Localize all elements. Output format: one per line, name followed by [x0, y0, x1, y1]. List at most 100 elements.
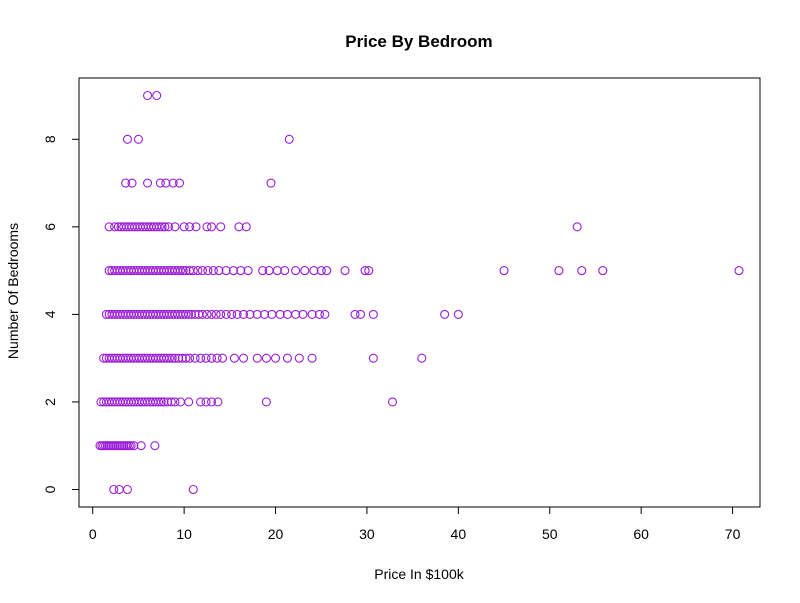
data-point	[127, 178, 137, 188]
data-point	[453, 309, 463, 319]
y-tick-label: 6	[42, 223, 58, 231]
data-point	[133, 134, 143, 144]
data-point	[179, 222, 189, 232]
data-point	[340, 266, 350, 276]
data-point	[202, 309, 212, 319]
data-point	[188, 484, 198, 495]
data-point	[196, 397, 206, 407]
data-point	[368, 353, 378, 363]
data-point	[243, 266, 253, 276]
data-point	[234, 222, 244, 232]
data-point	[181, 266, 191, 276]
data-point	[109, 484, 119, 495]
data-point	[143, 178, 153, 188]
data-point	[121, 178, 131, 188]
data-point	[211, 309, 221, 319]
data-point	[136, 441, 146, 451]
data-point	[252, 353, 262, 363]
data-point	[164, 222, 174, 232]
data-point	[260, 309, 270, 319]
data-point	[202, 222, 212, 232]
data-point	[364, 266, 374, 276]
y-tick-label: 4	[42, 310, 58, 318]
data-point	[298, 309, 308, 319]
data-point	[270, 353, 281, 363]
data-point	[170, 397, 180, 407]
x-axis-label: Price In $100k	[374, 566, 464, 582]
data-point	[245, 309, 255, 319]
data-point	[175, 266, 186, 276]
data-point	[238, 309, 249, 319]
data-point	[181, 353, 191, 363]
data-point	[184, 309, 194, 319]
data-point	[164, 353, 175, 363]
data-point	[554, 266, 564, 276]
data-point	[307, 353, 317, 363]
data-point	[185, 222, 195, 232]
data-point	[185, 353, 195, 363]
data-point	[201, 397, 211, 407]
data-point	[291, 266, 301, 276]
data-point	[307, 309, 317, 319]
data-point	[368, 309, 378, 319]
data-point	[174, 353, 184, 363]
data-point	[261, 397, 271, 407]
x-axis: 0 10 20 30 40 50 60 70	[89, 506, 741, 542]
data-point	[322, 266, 332, 276]
data-point	[238, 353, 249, 363]
data-point	[196, 353, 206, 363]
data-point	[316, 266, 326, 276]
data-point	[214, 266, 224, 276]
data-point	[598, 266, 608, 276]
data-point	[126, 441, 136, 451]
data-point	[236, 266, 246, 276]
data-point	[212, 353, 222, 363]
data-point	[203, 266, 213, 276]
x-tick-label: 70	[725, 526, 741, 542]
data-point	[291, 309, 301, 319]
data-point	[282, 353, 292, 363]
data-point	[150, 441, 160, 451]
data-point	[320, 309, 330, 319]
data-point	[155, 178, 165, 188]
data-point	[110, 222, 120, 232]
data-point	[577, 266, 587, 276]
data-point	[190, 309, 200, 319]
data-point	[193, 266, 203, 276]
data-point	[284, 134, 294, 144]
y-axis: 0 2 4 6 8	[42, 135, 80, 493]
y-tick-label: 2	[42, 398, 58, 406]
data-point	[159, 397, 169, 407]
y-tick-label: 8	[42, 135, 58, 143]
data-point	[163, 397, 173, 407]
data-point	[122, 134, 132, 144]
x-tick-label: 20	[268, 526, 284, 542]
data-point	[153, 397, 164, 407]
data-point	[166, 397, 176, 407]
data-point	[417, 353, 427, 363]
data-point	[206, 222, 217, 232]
data-point	[216, 309, 226, 319]
data-point	[154, 222, 164, 232]
data-point	[266, 178, 276, 188]
data-point	[170, 222, 180, 232]
data-point	[181, 309, 191, 319]
x-tick-label: 30	[359, 526, 375, 542]
data-point	[191, 222, 201, 232]
data-point	[228, 266, 239, 276]
data-point	[175, 178, 185, 188]
data-point	[170, 353, 180, 363]
data-point	[157, 222, 167, 232]
data-point	[275, 309, 285, 319]
y-tick-label: 0	[42, 485, 58, 493]
data-point	[258, 266, 268, 276]
data-point	[232, 309, 242, 319]
data-point	[104, 222, 114, 232]
x-tick-label: 40	[451, 526, 467, 542]
x-tick-label: 0	[89, 526, 97, 542]
data-point	[314, 309, 324, 319]
data-point	[499, 266, 509, 276]
data-point	[221, 266, 231, 276]
data-point	[221, 309, 231, 319]
